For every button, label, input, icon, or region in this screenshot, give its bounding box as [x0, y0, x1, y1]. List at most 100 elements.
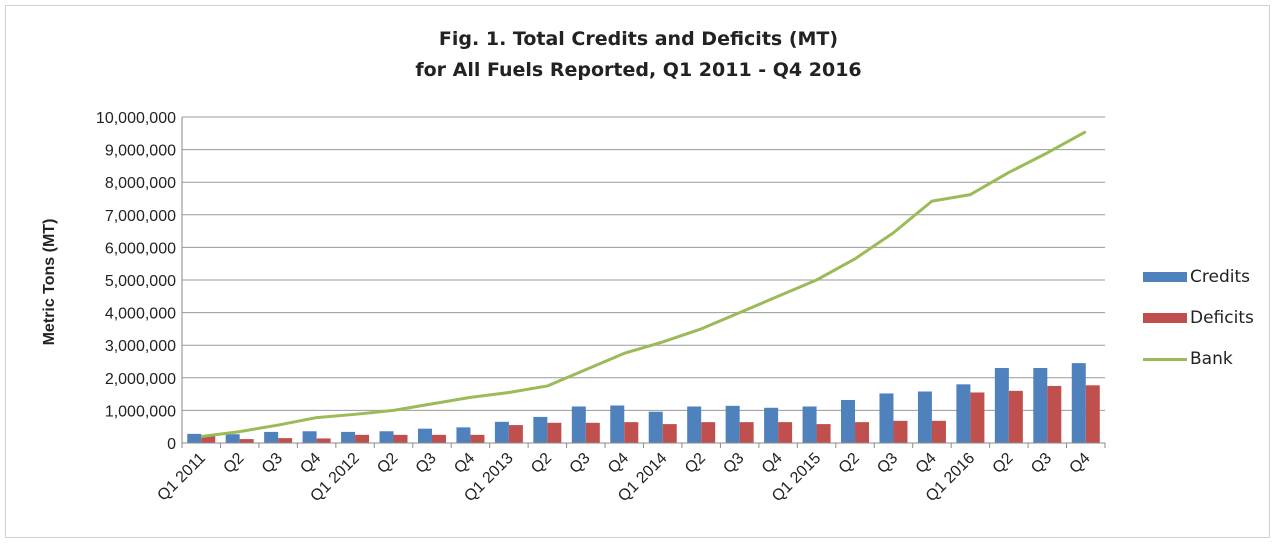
bar-deficits	[316, 438, 331, 443]
legend-label-credits: Credits	[1190, 267, 1250, 287]
bar-credits	[994, 368, 1009, 443]
bar-credits	[879, 393, 894, 443]
x-tick-label: Q2	[682, 450, 709, 477]
y-tick-label: 5,000,000	[105, 273, 176, 290]
bar-credits	[687, 406, 702, 443]
y-tick-label: 6,000,000	[105, 240, 176, 257]
bar-credits	[917, 391, 932, 443]
bar-deficits	[931, 420, 946, 443]
bar-deficits	[1008, 390, 1023, 443]
bar-deficits	[201, 435, 216, 443]
y-tick-label: 0	[167, 436, 176, 453]
x-tick-label: Q3	[874, 450, 901, 477]
y-tick-label: 10,000,000	[96, 110, 176, 127]
bar-deficits	[355, 434, 370, 443]
legend-label-deficits: Deficits	[1190, 308, 1254, 328]
x-tick-label: Q2	[374, 450, 401, 477]
y-tick-label: 2,000,000	[105, 371, 176, 388]
legend-item-credits: Credits	[1143, 266, 1254, 288]
bar-credits	[764, 407, 779, 443]
bar-credits	[456, 427, 471, 443]
bar-credits	[571, 406, 586, 443]
bar-deficits	[855, 422, 870, 443]
bar-credits	[1071, 363, 1086, 443]
x-tick-label: Q4	[605, 450, 632, 477]
y-tick-label: 1,000,000	[105, 403, 176, 420]
bar-deficits	[624, 422, 639, 443]
x-tick-label: Q4	[451, 450, 478, 477]
legend-swatch-credits	[1143, 272, 1187, 282]
bar-deficits	[893, 420, 908, 443]
bar-deficits	[701, 422, 716, 443]
bar-deficits	[778, 422, 793, 443]
bar-deficits	[662, 424, 677, 443]
bar-credits	[187, 433, 202, 443]
bar-deficits	[1085, 385, 1100, 443]
bar-credits	[610, 405, 625, 443]
legend-item-bank: Bank	[1143, 348, 1254, 370]
x-tick-label: Q4	[297, 450, 324, 477]
bar-credits	[341, 431, 356, 443]
line-bank	[201, 130, 1087, 438]
gridlines	[182, 116, 1105, 411]
bar-deficits	[970, 392, 985, 443]
x-tick-label: Q4	[1066, 450, 1093, 477]
x-tick-label: Q3	[413, 450, 440, 477]
y-tick-label: 3,000,000	[105, 338, 176, 355]
x-tick-label: Q3	[720, 450, 747, 477]
legend: Credits Deficits Bank	[1143, 266, 1254, 389]
bar-deficits	[431, 434, 446, 443]
bar-credits	[494, 421, 509, 443]
axes	[181, 117, 1106, 448]
bar-deficits	[547, 422, 562, 443]
legend-label-bank: Bank	[1190, 349, 1233, 369]
y-tick-label: 8,000,000	[105, 175, 176, 192]
bar-credits	[802, 406, 817, 443]
bar-credits	[417, 428, 432, 443]
bar-credits	[841, 399, 856, 443]
bar-deficits	[278, 438, 293, 443]
x-tick-label: Q1 2011	[154, 450, 209, 505]
y-axis-label: Metric Tons (MT)	[41, 219, 58, 346]
chart-frame	[5, 5, 1270, 538]
x-tick-label: Q4	[913, 450, 940, 477]
y-tick-label: 7,000,000	[105, 208, 176, 225]
bar-deficits	[585, 422, 600, 443]
bar-marks	[187, 363, 1100, 443]
x-tick-label: Q2	[990, 450, 1017, 477]
bar-credits	[533, 416, 548, 443]
legend-swatch-deficits	[1143, 313, 1187, 323]
bar-credits	[1033, 368, 1048, 443]
bar-credits	[956, 384, 971, 443]
bar-deficits	[470, 434, 485, 443]
bar-deficits	[239, 439, 254, 443]
x-tick-label: Q2	[528, 450, 555, 477]
x-tick-label: Q4	[759, 450, 786, 477]
bar-deficits	[816, 424, 831, 443]
bar-deficits	[739, 422, 754, 443]
chart-title-line-1: Fig. 1. Total Credits and Deficits (MT)	[438, 28, 839, 50]
bar-deficits	[1047, 385, 1062, 443]
x-tick-label: Q3	[1028, 450, 1055, 477]
x-tick-label: Q2	[220, 450, 247, 477]
legend-swatch-bank	[1143, 357, 1187, 361]
legend-item-deficits: Deficits	[1143, 307, 1254, 329]
y-tick-label: 4,000,000	[105, 306, 176, 323]
x-tick-label: Q2	[836, 450, 863, 477]
bar-credits	[225, 434, 240, 443]
bar-credits	[264, 431, 279, 443]
x-tick-label: Q3	[567, 450, 594, 477]
bar-credits	[648, 411, 663, 443]
y-tick-labels: 0 1,000,000 2,000,000 3,000,000 4,000,000 5,0…	[96, 110, 176, 453]
bar-credits	[379, 431, 394, 443]
y-tick-label: 9,000,000	[105, 143, 176, 160]
chart-title-line-2: for All Fuels Reported, Q1 2011 - Q4 201…	[415, 59, 862, 81]
bar-deficits	[508, 425, 523, 443]
bar-credits	[302, 431, 317, 443]
line-marks	[201, 130, 1087, 438]
x-tick-label: Q3	[259, 450, 286, 477]
bar-credits	[725, 405, 740, 443]
bar-deficits	[393, 434, 408, 443]
